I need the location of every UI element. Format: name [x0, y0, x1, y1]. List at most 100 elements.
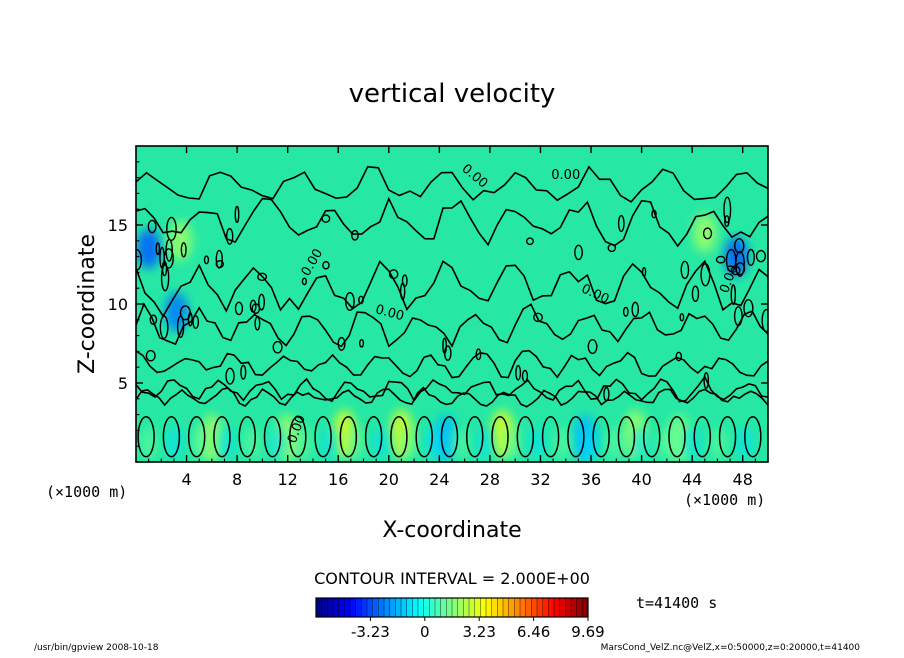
- colorbar-segment: [372, 598, 379, 617]
- colorbar-segment: [344, 598, 351, 617]
- colorbar-segment: [571, 598, 577, 617]
- contour-cell: [339, 415, 358, 458]
- contour-line: [136, 375, 768, 403]
- contour-blob: [587, 339, 598, 355]
- contour-blob: [691, 285, 700, 303]
- contour-cell: [162, 415, 181, 458]
- colorbar-segment: [497, 598, 504, 617]
- colorbar-segment: [401, 598, 407, 617]
- contour-line: [136, 349, 768, 379]
- contour-blob: [234, 301, 244, 316]
- contour-interval-text: CONTOUR INTERVAL = 2.000E+00: [314, 569, 590, 588]
- colorbar-tick-label: -3.23: [351, 623, 390, 641]
- contour-cell: [238, 415, 256, 458]
- contour-blob: [203, 255, 210, 265]
- contour-blob: [225, 227, 234, 245]
- contour-cell: [364, 415, 383, 458]
- x-tick-label: 20: [379, 470, 399, 489]
- contour-blob: [521, 369, 529, 383]
- chart-title: vertical velocity: [349, 79, 556, 109]
- y-tick-label: 10: [108, 295, 128, 314]
- contour-blob: [272, 340, 283, 354]
- contour-blob: [755, 249, 767, 263]
- colorbar-frame: [315, 597, 589, 618]
- contour-blob: [641, 267, 647, 277]
- contour-blob: [234, 205, 240, 224]
- footer-right: MarsCond_VelZ.nc@VelZ,x=0:50000,z=0:2000…: [601, 643, 861, 653]
- contour-blob: [700, 262, 711, 287]
- x-tick-label: 12: [278, 470, 298, 489]
- colorbar-segment: [435, 598, 441, 617]
- colorbar-segment: [440, 598, 447, 617]
- contour-cell: [137, 415, 155, 458]
- contour-cell: [718, 415, 737, 458]
- colorbar-segment: [559, 598, 566, 617]
- x-tick-label: 8: [232, 470, 242, 489]
- contour-blob: [574, 244, 583, 261]
- contour-blob: [715, 255, 726, 264]
- y-tick-label: 5: [118, 374, 128, 393]
- contour-blob: [160, 264, 170, 292]
- contour-blob: [145, 349, 156, 362]
- x-tick-label: 4: [181, 470, 191, 489]
- x-axis-ticks: 4 8 12 16 20 24 28 32 36 40 44 48: [148, 146, 756, 489]
- colorbar-segment: [554, 598, 560, 617]
- contour-blob: [724, 215, 730, 228]
- contour-blob: [321, 214, 331, 223]
- contour-cell: [693, 415, 712, 458]
- contour-blob: [443, 345, 452, 361]
- contour-cell: [744, 415, 762, 458]
- colorbar-segment: [333, 598, 339, 617]
- colorbar-segment: [542, 598, 549, 617]
- colorbar-segment: [508, 598, 515, 617]
- colorbar-segment: [474, 598, 481, 617]
- colorbar-segment: [327, 598, 334, 617]
- contour-blob: [475, 348, 482, 361]
- contour-cell: [314, 415, 332, 458]
- contour-line: [136, 302, 768, 348]
- field-anomaly: [164, 291, 189, 332]
- colorbar-segment: [520, 598, 526, 617]
- contour-blob: [651, 209, 657, 219]
- colorbar-segment: [457, 598, 464, 617]
- x-unit-label-left: (×1000 m): [46, 483, 127, 501]
- contour-blob: [166, 216, 177, 242]
- colorbar-ticks: -3.23 0 3.23 6.46 9.69: [351, 617, 605, 641]
- contour-blob: [743, 298, 754, 318]
- contour-blob: [358, 338, 365, 348]
- contour-blob: [675, 351, 683, 362]
- colorbar-segment: [548, 598, 555, 617]
- contour-cell: [592, 415, 610, 458]
- contour-blob: [149, 314, 158, 325]
- contour-cell: [567, 415, 585, 458]
- field-band-cell: [139, 427, 158, 460]
- colorbar-segment: [531, 598, 538, 617]
- field-band-cell: [217, 427, 236, 460]
- contour-blob: [165, 238, 173, 262]
- contour-blob: [401, 274, 408, 288]
- colorbar-tick-label: 9.69: [571, 623, 604, 641]
- contour-cell: [466, 415, 484, 458]
- contour-cell: [289, 415, 307, 458]
- contour-blob: [344, 291, 355, 311]
- colorbar-segment: [361, 598, 368, 617]
- contour-cell: [263, 415, 282, 458]
- plot-area: 0.000.000.000.00 0.000.000.00: [135, 145, 769, 463]
- colorbar-segment: [389, 598, 396, 617]
- contour-cell: [541, 415, 560, 458]
- contour-blob: [351, 229, 359, 241]
- contour-blob: [631, 301, 640, 318]
- contour-blob: [702, 227, 713, 240]
- contour-blob: [525, 237, 534, 246]
- contour-blob: [322, 260, 330, 270]
- colorbar-segment: [423, 598, 430, 617]
- contour-blob: [192, 315, 200, 330]
- footer-left: /usr/bin/gpview 2008-10-18: [34, 643, 159, 653]
- colorbar-segment: [418, 598, 424, 617]
- field-band-cell: [502, 427, 521, 460]
- colorbar-segment: [321, 598, 328, 617]
- colorbar-segment: [491, 598, 498, 617]
- contour-blob: [388, 269, 399, 280]
- colorbar-segment: [395, 598, 402, 617]
